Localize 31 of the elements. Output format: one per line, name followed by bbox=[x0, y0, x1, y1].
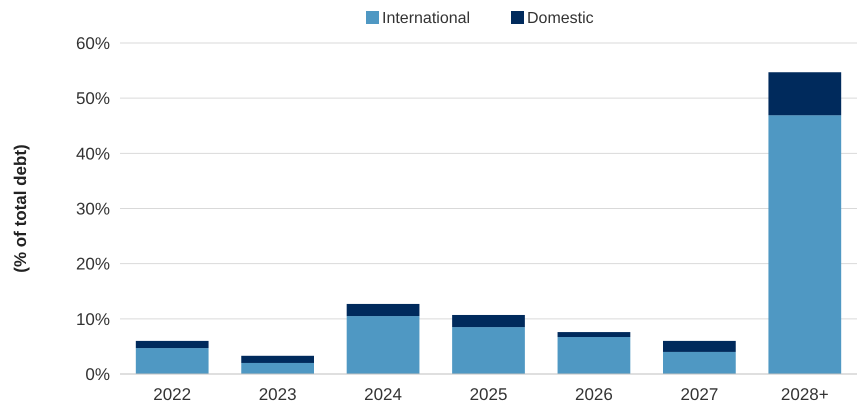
y-tick-label: 50% bbox=[76, 89, 110, 108]
x-tick-label: 2023 bbox=[258, 385, 297, 404]
y-tick-label: 10% bbox=[76, 310, 110, 329]
y-tick-label: 40% bbox=[76, 144, 110, 164]
x-tick-label: 2022 bbox=[153, 385, 192, 404]
y-tick-label: 60% bbox=[76, 34, 110, 53]
x-tick-label: 2026 bbox=[575, 385, 613, 404]
x-tick-label: 2027 bbox=[680, 385, 718, 404]
bar bbox=[452, 327, 525, 374]
y-tick-label: 0% bbox=[85, 364, 110, 384]
bar bbox=[136, 340, 209, 348]
bar bbox=[768, 115, 842, 374]
bar bbox=[241, 356, 314, 363]
bar bbox=[662, 340, 736, 352]
bar bbox=[768, 72, 842, 116]
y-axis-title: (% of total debt) bbox=[11, 144, 30, 273]
legend-label: Domestic bbox=[527, 10, 594, 27]
bar bbox=[346, 316, 420, 374]
bar bbox=[662, 352, 736, 374]
x-tick-label: 2024 bbox=[364, 385, 402, 404]
bar bbox=[241, 362, 314, 374]
bar bbox=[558, 332, 630, 338]
bar bbox=[558, 337, 630, 374]
y-tick-label: 30% bbox=[76, 199, 110, 218]
bar bbox=[452, 314, 525, 328]
x-tick-label: 2028+ bbox=[780, 385, 829, 404]
x-tick-label: 2025 bbox=[470, 385, 508, 404]
bar bbox=[136, 348, 209, 374]
bar bbox=[346, 304, 420, 316]
y-tick-label: 20% bbox=[76, 254, 110, 274]
legend-label: International bbox=[382, 10, 470, 27]
